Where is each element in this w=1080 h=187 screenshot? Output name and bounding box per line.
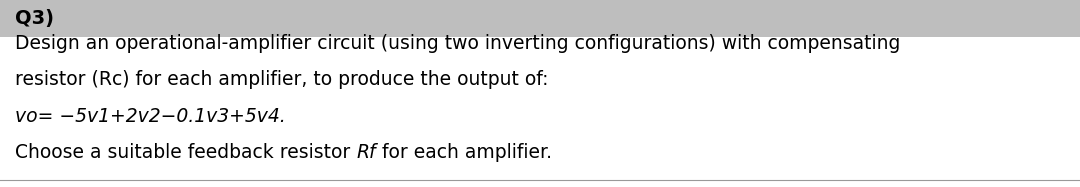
- Text: resistor (Rc) for each amplifier, to produce the output of:: resistor (Rc) for each amplifier, to pro…: [15, 70, 549, 89]
- Bar: [0, 0, 1080, 37]
- Text: Q3): Q3): [15, 9, 54, 28]
- Text: Rf: Rf: [356, 143, 376, 162]
- Text: Design an operational-amplifier circuit (using two inverting configurations) wit: Design an operational-amplifier circuit …: [15, 34, 901, 53]
- Text: vo= −5v1+2v2−0.1v3+5v4.: vo= −5v1+2v2−0.1v3+5v4.: [15, 107, 286, 126]
- Text: Choose a suitable feedback resistor: Choose a suitable feedback resistor: [15, 143, 356, 162]
- Text: for each amplifier.: for each amplifier.: [376, 143, 552, 162]
